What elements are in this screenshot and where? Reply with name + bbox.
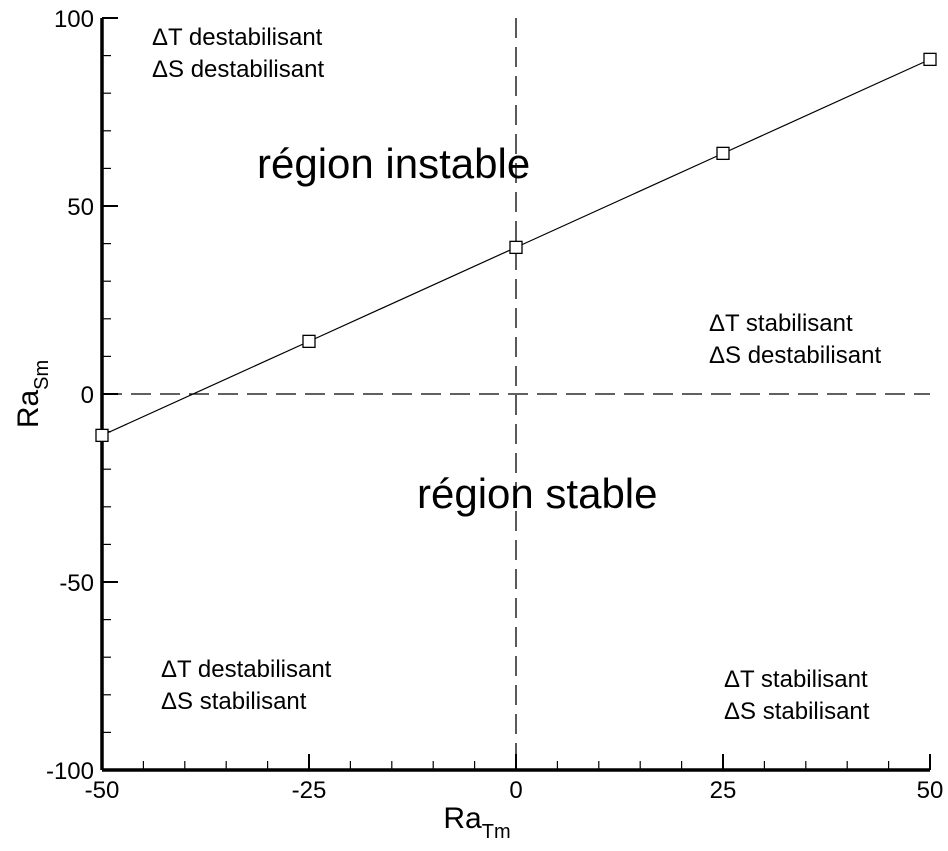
- right-middle-annotation-line-1: ΔT stabilisant: [709, 310, 853, 337]
- x-axis-title: RaTm: [443, 802, 510, 843]
- top-left-annotation-line-2: ΔS destabilisant: [152, 56, 324, 83]
- x-tick-label: 0: [509, 777, 522, 804]
- data-point-marker: [923, 52, 937, 67]
- data-point-marker: [509, 240, 523, 255]
- bottom-right-annotation-line-1: ΔT stabilisant: [724, 666, 868, 693]
- x-tick-label: 50: [917, 777, 944, 804]
- x-tick-label: -50: [85, 777, 120, 804]
- x-tick-label: -25: [292, 777, 327, 804]
- top-left-annotation-line-1: ΔT destabilisant: [152, 24, 323, 51]
- x-tick-label: 25: [710, 777, 737, 804]
- reference-lines: [102, 18, 930, 770]
- x-axis-title-main: Ra: [443, 802, 482, 835]
- data-point-marker: [95, 428, 109, 443]
- stable-region-label: région stable: [417, 470, 658, 517]
- bottom-left-annotation-line-1: ΔT destabilisant: [161, 656, 332, 683]
- bottom-left-annotation-line-2: ΔS stabilisant: [161, 688, 307, 715]
- series-layer: [95, 52, 937, 443]
- unstable-region-label: région instable: [257, 140, 530, 187]
- y-tick-label: 0: [81, 382, 94, 409]
- y-axis-title: RaSm: [12, 360, 53, 428]
- y-tick-label: 100: [54, 6, 94, 33]
- y-axis-title-main: Ra: [12, 390, 45, 429]
- y-tick-label: 50: [67, 194, 94, 221]
- data-point-marker: [716, 146, 730, 161]
- bottom-right-annotation-line-2: ΔS stabilisant: [724, 698, 870, 725]
- y-axis-title-subscript: Sm: [31, 360, 53, 390]
- x-axis-title-subscript: Tm: [482, 821, 511, 843]
- y-tick-label: -100: [46, 758, 94, 785]
- right-middle-annotation-line-2: ΔS destabilisant: [709, 342, 881, 369]
- y-tick-label: -50: [59, 570, 94, 597]
- data-point-marker: [302, 334, 316, 349]
